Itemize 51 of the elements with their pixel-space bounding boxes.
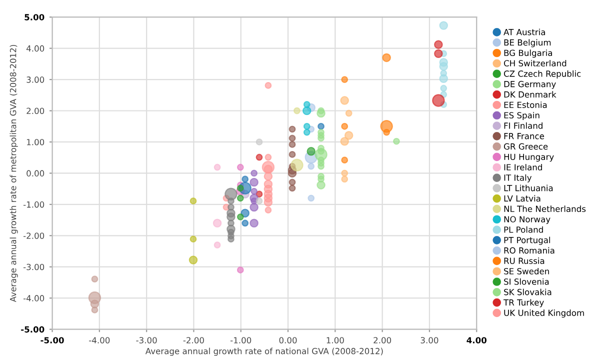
legend-label: LT Lithuania	[504, 184, 553, 192]
legend-label: DK Denmark	[504, 91, 556, 98]
legend-label: SK Slovakia	[504, 288, 552, 296]
x-tick-label: -3.00	[136, 337, 157, 344]
legend-label: BG Bulgaria	[504, 50, 552, 58]
y-axis-title: Average annual growth rate of metropolitan GVA (2008-2012)	[10, 44, 18, 302]
x-tick-label: 0.00	[279, 337, 297, 344]
x-tick-label: -1.00	[230, 337, 252, 344]
x-tick-label: -2.00	[183, 337, 204, 344]
legend-label: CZ Czech Republic	[504, 70, 581, 78]
y-tick-label: -5.00	[21, 326, 44, 333]
y-tick-label: 5.00	[24, 14, 44, 20]
legend-label: UK United Kingdom	[504, 310, 584, 318]
legend-label: BE Belgium	[504, 39, 551, 48]
legend-label: RU Russia	[504, 258, 544, 264]
legend-label: HU Hungary	[504, 154, 554, 162]
legend-label: LV Latvia	[504, 195, 540, 202]
legend-label: FR France	[504, 133, 544, 140]
x-tick-label: 4.00	[466, 337, 487, 344]
legend-label: EE Estonia	[504, 102, 547, 108]
legend-label: SI Slovenia	[504, 278, 549, 285]
legend-label: FI Finland	[504, 122, 542, 129]
legend-label: DE Germany	[504, 80, 556, 89]
legend-label: GR Greece	[504, 143, 548, 150]
legend-label: TR Turkey	[503, 299, 544, 308]
legend-label: AT Austria	[504, 28, 545, 36]
y-tick-label: -3.00	[23, 264, 44, 270]
x-tick-label: 1.00	[326, 337, 344, 344]
y-tick-label: 2.00	[26, 108, 44, 114]
legend-label: NO Norway	[504, 216, 550, 224]
y-tick-label: 1.00	[26, 138, 44, 146]
legend-label: CH Switzerland	[504, 60, 566, 66]
legend-label: PL Poland	[504, 226, 543, 233]
y-tick-label: 0.00	[26, 170, 44, 176]
y-tick-label: -4.00	[23, 295, 44, 302]
legend-label: PT Portugal	[504, 236, 550, 245]
legend-label: IT Italy	[504, 174, 532, 182]
y-tick-label: -1.00	[23, 201, 44, 208]
x-axis-title: Average annual growth rate of national GVA (2008-2012)	[145, 348, 383, 356]
legend-label: SE Sweden	[504, 268, 549, 274]
legend-label: IE Ireland	[504, 164, 542, 170]
y-tick-label: -2.00	[23, 232, 44, 239]
x-tick-label: 3.00	[420, 337, 438, 344]
legend-label: NL The Netherlands	[504, 206, 586, 212]
legend-label: ES Spain	[504, 112, 540, 120]
legend-label: RO Romania	[504, 247, 554, 254]
x-tick-label: -5.00	[40, 337, 64, 344]
y-tick-label: 4.00	[26, 45, 44, 52]
x-tick-label: 2.00	[374, 337, 392, 344]
x-tick-label: -4.00	[89, 337, 110, 344]
y-tick-label: 3.00	[26, 76, 44, 83]
